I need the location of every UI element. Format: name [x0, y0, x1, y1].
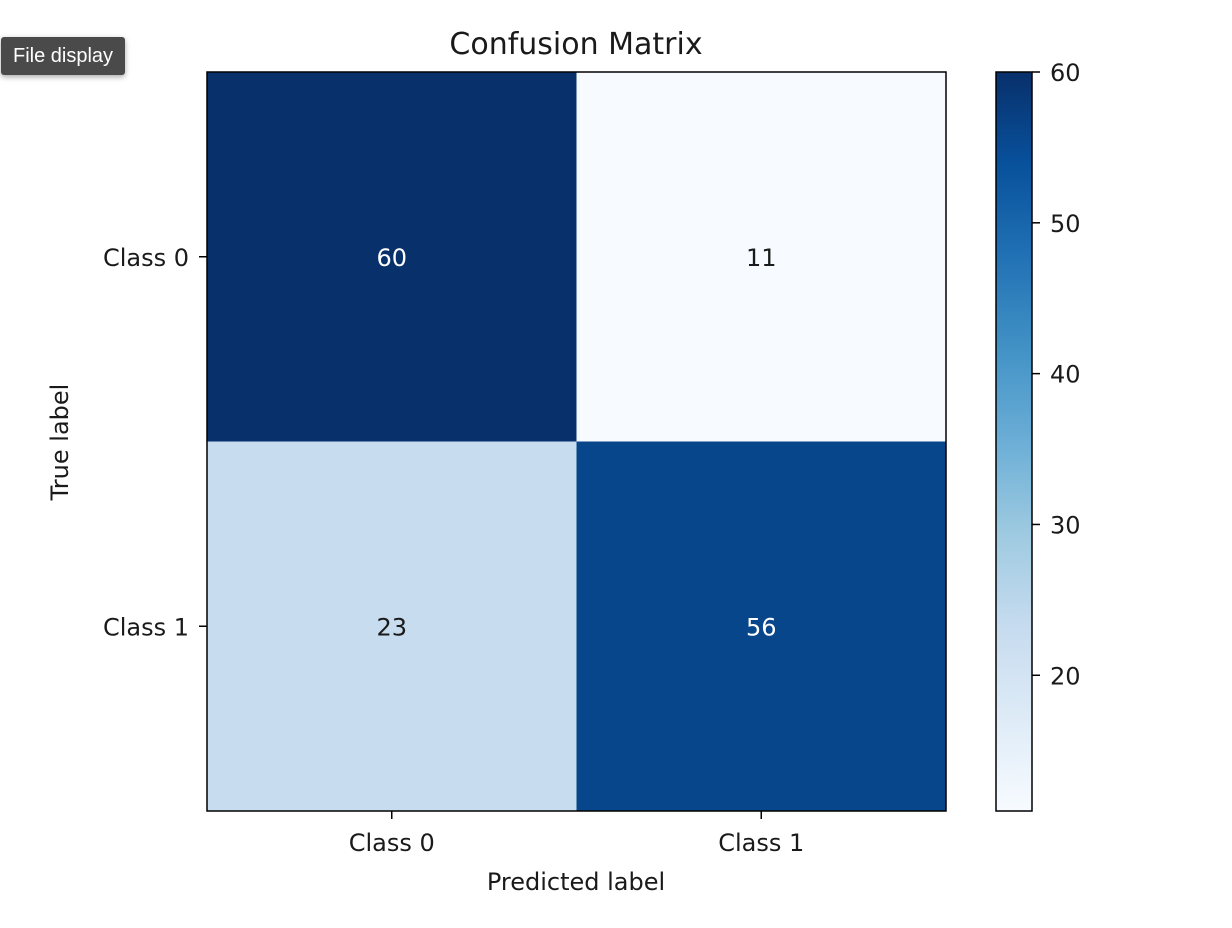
- colorbar-tick-label: 20: [1050, 662, 1081, 690]
- y-axis-label: True label: [46, 384, 74, 502]
- heatmap-frame: [206, 71, 947, 812]
- heatmap-cell: [207, 441, 577, 811]
- cell-value-label: 56: [746, 613, 777, 641]
- colorbar-tick-label: 60: [1050, 59, 1081, 87]
- cell-value-label: 23: [376, 613, 407, 641]
- heatmap-cells: 60 11 23 56: [207, 72, 946, 811]
- colorbar-tick-label: 50: [1050, 210, 1081, 238]
- colorbar-tick-label: 30: [1050, 511, 1081, 539]
- colorbar-ticks: 20 30 40 50 60: [1032, 59, 1081, 690]
- heatmap-cell: [576, 72, 946, 442]
- file-display-tooltip: File display: [1, 37, 126, 75]
- colorbar: [995, 71, 1033, 812]
- heatmap-cell: [207, 72, 577, 442]
- x-tick-label: Class 1: [718, 829, 804, 857]
- y-tick-label: Class 1: [103, 613, 189, 641]
- chart-title: Confusion Matrix: [449, 27, 702, 62]
- cell-value-label: 11: [746, 244, 777, 272]
- heatmap-cell: [576, 441, 946, 811]
- axis-ticks: Class 0 Class 1 Class 0 Class 1: [103, 244, 804, 857]
- x-axis-label: Predicted label: [487, 868, 665, 896]
- x-tick-label: Class 0: [349, 829, 435, 857]
- y-tick-label: Class 0: [103, 244, 189, 272]
- cell-value-label: 60: [376, 244, 407, 272]
- colorbar-tick-label: 40: [1050, 361, 1081, 389]
